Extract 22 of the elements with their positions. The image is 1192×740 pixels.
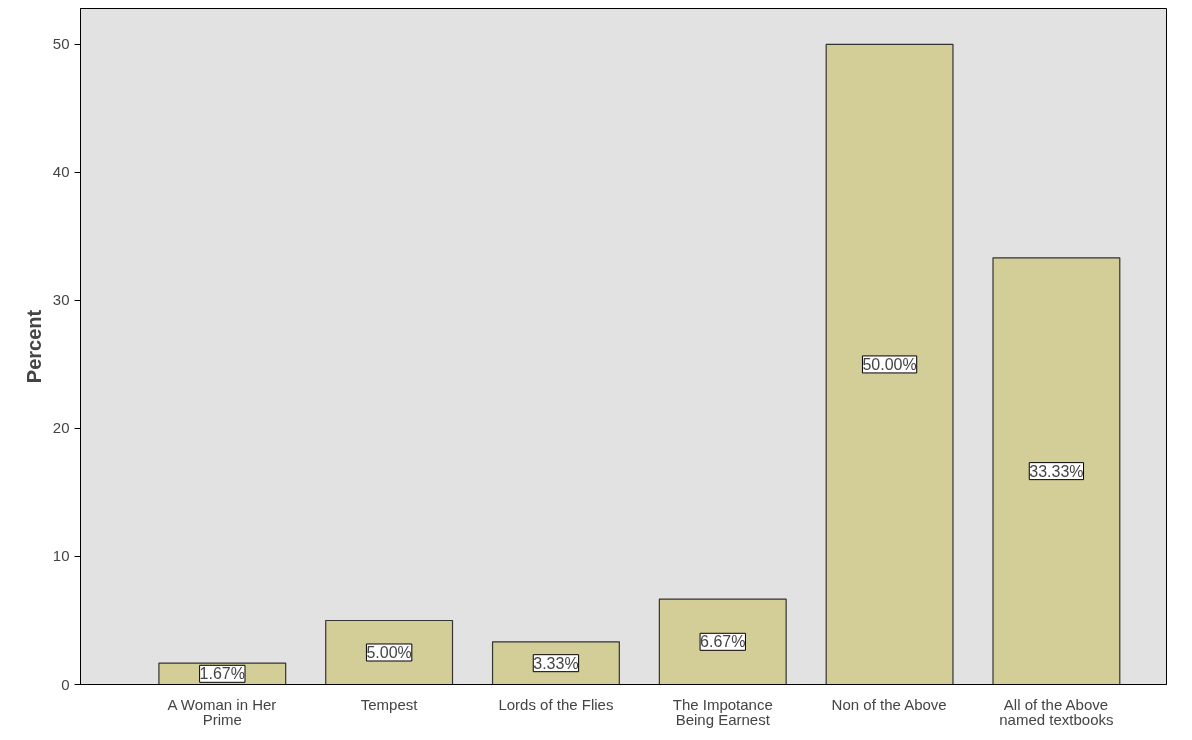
- x-tick-label: A Woman in Her Prime: [167, 695, 277, 728]
- data-label: 6.67%: [700, 633, 746, 651]
- x-tick-label: The Impotance Being Earnest: [672, 695, 773, 728]
- x-tick-label: All of the Above named textbooks: [999, 695, 1114, 728]
- data-label: 3.33%: [533, 654, 579, 672]
- x-tick-label: Lords of the Flies: [498, 695, 614, 713]
- y-tick-label: 50: [52, 35, 70, 53]
- data-label: 5.00%: [366, 643, 412, 661]
- y-tick-label: 10: [52, 547, 70, 565]
- y-tick-label: 30: [52, 291, 70, 309]
- y-tick-label: 0: [61, 675, 70, 693]
- bar: [658, 598, 787, 685]
- data-label: 50.00%: [862, 355, 917, 373]
- data-label: 33.33%: [1029, 462, 1084, 480]
- y-axis-title: Percent: [22, 309, 45, 384]
- bar: [325, 619, 454, 685]
- y-tick-label: 20: [52, 419, 70, 437]
- x-tick-label: Non of the Above: [831, 695, 947, 713]
- bar: [825, 43, 954, 685]
- x-tick-label: Tempest: [360, 695, 419, 713]
- y-tick-label: 40: [52, 163, 70, 181]
- bar: [992, 257, 1121, 685]
